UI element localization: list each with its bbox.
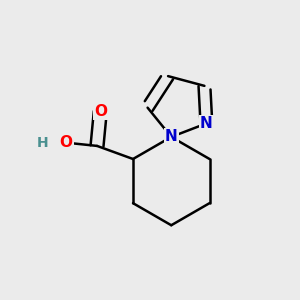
- Text: O: O: [94, 104, 107, 119]
- Text: N: N: [165, 129, 178, 144]
- Text: N: N: [200, 116, 213, 131]
- Text: H: H: [37, 136, 49, 150]
- Text: O: O: [59, 135, 72, 150]
